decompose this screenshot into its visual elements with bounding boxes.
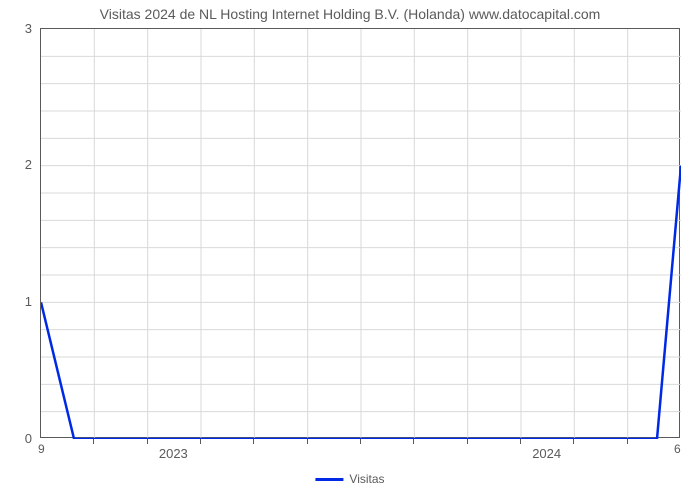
chart-container: Visitas 2024 de NL Hosting Internet Hold… (0, 0, 700, 500)
x-corner-right: 6 (674, 442, 681, 456)
y-tick-label: 2 (25, 157, 32, 172)
x-minor-tick (627, 439, 628, 444)
x-tick-label: 2023 (159, 446, 188, 461)
x-minor-tick (520, 439, 521, 444)
plot-svg (41, 29, 681, 439)
plot-area (40, 28, 680, 438)
x-corner-left: 9 (38, 442, 45, 456)
x-minor-tick (360, 439, 361, 444)
x-minor-tick (93, 439, 94, 444)
legend-label: Visitas (349, 472, 384, 486)
y-tick-label: 0 (25, 431, 32, 446)
x-tick-label: 2024 (532, 446, 561, 461)
x-minor-tick (147, 439, 148, 444)
x-minor-tick (200, 439, 201, 444)
x-minor-tick (413, 439, 414, 444)
legend-swatch (315, 478, 343, 481)
x-minor-tick (307, 439, 308, 444)
x-minor-tick (573, 439, 574, 444)
y-tick-label: 1 (25, 294, 32, 309)
x-minor-tick (253, 439, 254, 444)
legend: Visitas (315, 472, 384, 486)
chart-title: Visitas 2024 de NL Hosting Internet Hold… (0, 6, 700, 22)
y-tick-label: 3 (25, 21, 32, 36)
x-minor-tick (467, 439, 468, 444)
